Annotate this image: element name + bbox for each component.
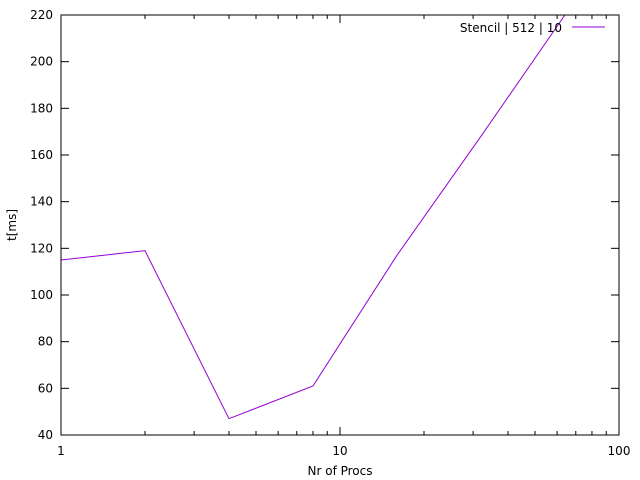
y-tick-labels: 40 60 80 100 120 140 160 180 200 220 — [30, 8, 53, 442]
x-tick-label: 1 — [57, 444, 65, 458]
y-tick-label: 60 — [38, 381, 53, 395]
legend: Stencil | 512 | 10 — [460, 21, 605, 35]
y-tick-label: 40 — [38, 428, 53, 442]
y-tick-label: 120 — [30, 241, 53, 255]
x-tick-label: 10 — [332, 444, 347, 458]
y-tick-label: 220 — [30, 8, 53, 22]
y-tick-label: 200 — [30, 55, 53, 69]
y-tick-label: 160 — [30, 148, 53, 162]
series-line — [61, 15, 566, 420]
y-tick-label: 80 — [38, 335, 53, 349]
series-layer — [61, 15, 566, 420]
y-tick-label: 180 — [30, 101, 53, 115]
y-tick-label: 140 — [30, 195, 53, 209]
x-tick-labels: 1 10 100 — [57, 444, 630, 458]
x-axis-label: Nr of Procs — [308, 464, 373, 478]
y-axis-label: t[ms] — [5, 209, 19, 241]
legend-entry-label: Stencil | 512 | 10 — [460, 21, 562, 35]
y-tick-label: 100 — [30, 288, 53, 302]
axis-ticks — [60, 14, 620, 436]
plot-frame — [60, 14, 620, 436]
x-tick-label: 100 — [608, 444, 631, 458]
